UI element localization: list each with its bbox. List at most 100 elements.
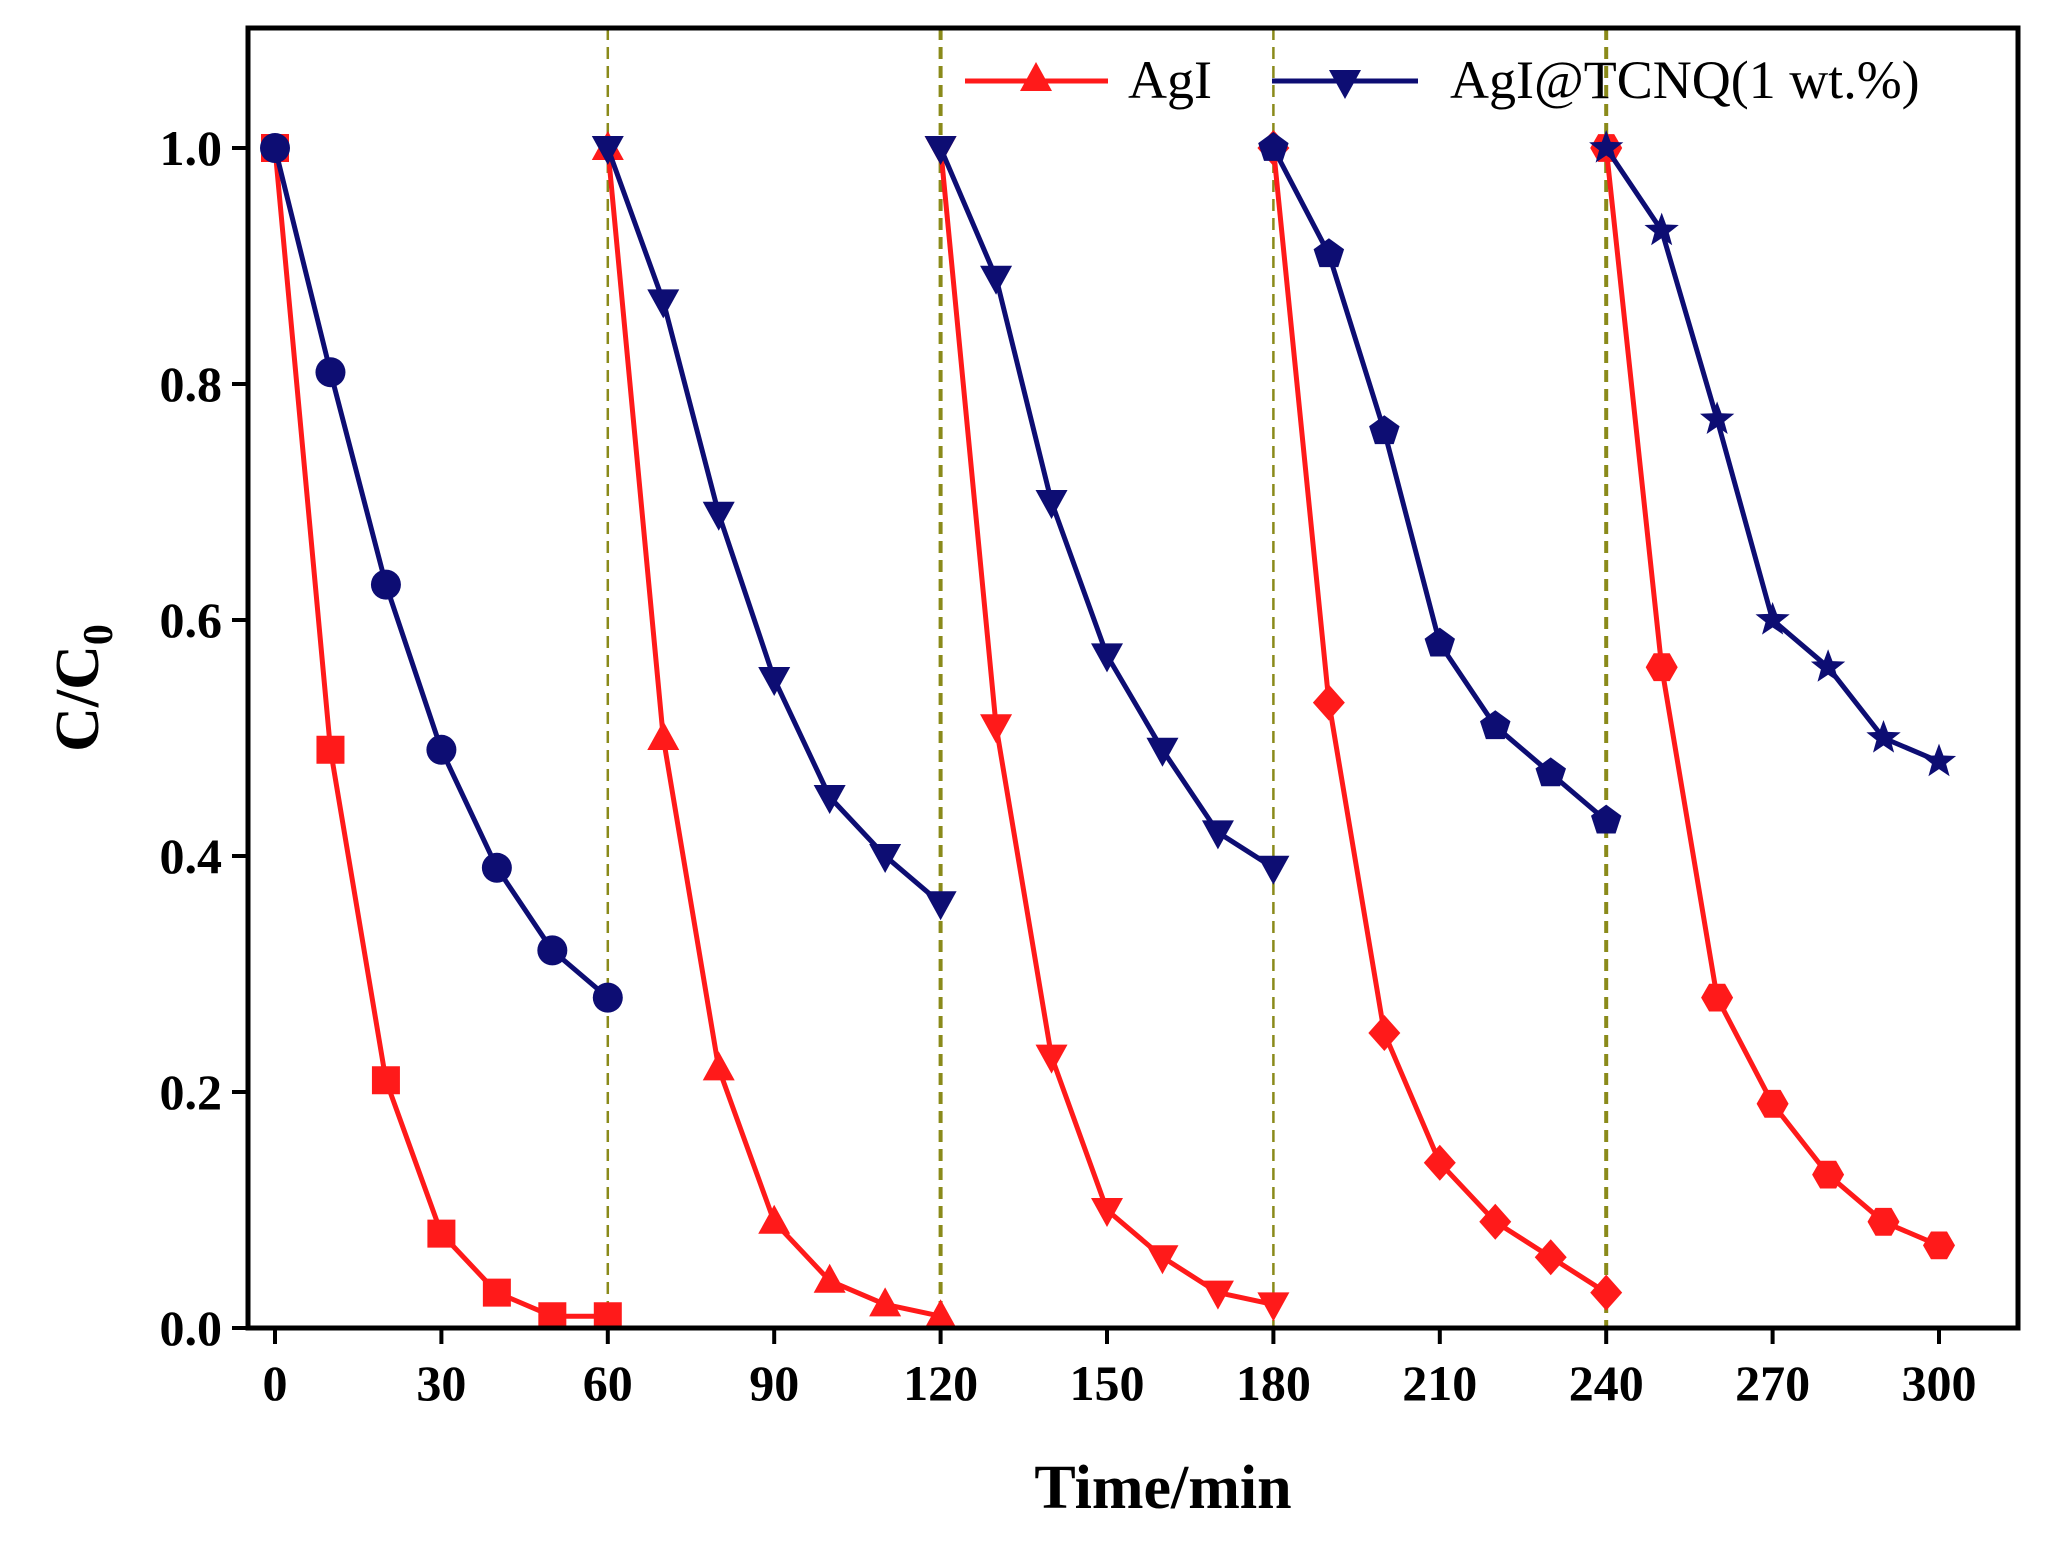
data-point [1257, 855, 1290, 885]
x-tick-label-120: 120 [903, 1355, 978, 1411]
data-point [1201, 1280, 1234, 1310]
x-tick-label-150: 150 [1070, 1355, 1145, 1411]
data-point [1368, 1015, 1401, 1051]
y-tick-label-0: 0.0 [160, 1300, 223, 1356]
data-point [1756, 1089, 1789, 1118]
data-point [980, 714, 1013, 744]
data-point [1589, 130, 1624, 163]
data-point [1091, 1198, 1123, 1227]
data-point [1146, 737, 1179, 767]
data-point [315, 357, 346, 388]
data-point [1146, 1245, 1179, 1275]
legend: AgI AgI@TCNQ(1 wt.%) [965, 50, 1920, 110]
x-tick-label-300: 300 [1902, 1355, 1977, 1411]
plot-frame [245, 25, 2021, 1331]
data-point [370, 569, 401, 600]
data-point [1866, 720, 1901, 753]
data-point [702, 1051, 735, 1081]
series-line-cycle-1 [272, 147, 608, 1319]
data-point [647, 289, 680, 319]
series-line-cycle-2 [605, 147, 943, 906]
data-point [1035, 490, 1068, 519]
x-tick-label-240: 240 [1569, 1355, 1644, 1411]
x-tick-label-210: 210 [1402, 1355, 1477, 1411]
data-point [869, 844, 902, 873]
y-tick-label-0.2: 0.2 [160, 1064, 223, 1120]
data-point [1423, 1144, 1456, 1181]
legend-agi-marker [1020, 62, 1052, 91]
data-point [1812, 1160, 1845, 1189]
y-tick-label-1: 1.0 [160, 120, 223, 176]
data-point [813, 785, 846, 814]
data-point [1755, 602, 1790, 635]
data-point [1701, 983, 1734, 1012]
x-tick-label-60: 60 [583, 1355, 633, 1411]
data-point [371, 1066, 400, 1095]
x-axis-title: Time/min [1034, 1454, 1291, 1522]
data-point [1312, 684, 1345, 721]
data-point [813, 1263, 846, 1293]
axis-ticks: 0 30 60 90 120 150 180 210 240 270 300 0.0 0.2 0.4 0.6… [160, 120, 1977, 1411]
data-point [1257, 1292, 1290, 1322]
data-point [1921, 743, 1957, 777]
data-point [1923, 1231, 1955, 1260]
y-tick-label-0.6: 0.6 [160, 592, 223, 648]
series-agi-tcnq [260, 130, 1957, 1013]
data-point [1867, 1207, 1900, 1236]
data-point [316, 735, 345, 764]
data-point [1258, 132, 1289, 161]
data-point [260, 133, 290, 163]
data-point [1644, 212, 1679, 246]
y-tick-label-0.4: 0.4 [160, 828, 223, 884]
data-point [1645, 653, 1678, 682]
x-tick-label-0: 0 [263, 1355, 288, 1411]
data-point [538, 1302, 567, 1331]
data-point [593, 1302, 622, 1331]
data-point [426, 734, 457, 765]
y-axis-title-subscript: 0 [76, 624, 122, 645]
data-point [1369, 415, 1400, 445]
data-point [647, 721, 680, 750]
data-point [1535, 757, 1566, 787]
x-tick-label-180: 180 [1236, 1355, 1311, 1411]
x-tick-label-30: 30 [416, 1355, 466, 1411]
data-point [758, 667, 791, 696]
data-point [1201, 820, 1234, 850]
data-point [591, 136, 624, 165]
data-point [869, 1287, 902, 1317]
data-point [537, 935, 568, 966]
data-point [1591, 804, 1622, 834]
x-tick-label-90: 90 [749, 1355, 799, 1411]
series-line-cycle-3 [938, 147, 1275, 870]
cycle-separators [606, 28, 1609, 1328]
data-point [924, 1299, 957, 1329]
data-point [980, 265, 1013, 295]
series-layer [260, 130, 1957, 1331]
y-axis-title-main: C/C [44, 645, 112, 752]
y-tick-label-0.8: 0.8 [160, 356, 223, 412]
data-point [481, 852, 512, 883]
data-point [924, 136, 957, 165]
data-point [482, 1278, 511, 1307]
data-point [702, 501, 735, 531]
legend-agi-label: AgI [1128, 50, 1212, 110]
series-line-cycle-1 [272, 147, 610, 1000]
y-axis-title: C/C0 [44, 624, 122, 752]
x-tick-label-270: 270 [1735, 1355, 1810, 1411]
data-point [1810, 649, 1846, 682]
legend-agi-tcnq-marker [1329, 70, 1361, 99]
data-point [1313, 238, 1345, 268]
data-point [758, 1204, 791, 1234]
data-point [427, 1219, 456, 1248]
legend-agi-tcnq-label: AgI@TCNQ(1 wt.%) [1450, 50, 1920, 110]
data-point [1700, 401, 1735, 434]
data-point [1035, 1044, 1068, 1074]
data-point [924, 891, 957, 921]
data-point [1091, 643, 1123, 673]
series-line-cycle-4 [1270, 147, 1608, 1295]
series-agi [261, 130, 1955, 1331]
series-line-cycle-5 [1603, 147, 1940, 1248]
data-point [1534, 1239, 1567, 1276]
data-point [1424, 627, 1455, 657]
